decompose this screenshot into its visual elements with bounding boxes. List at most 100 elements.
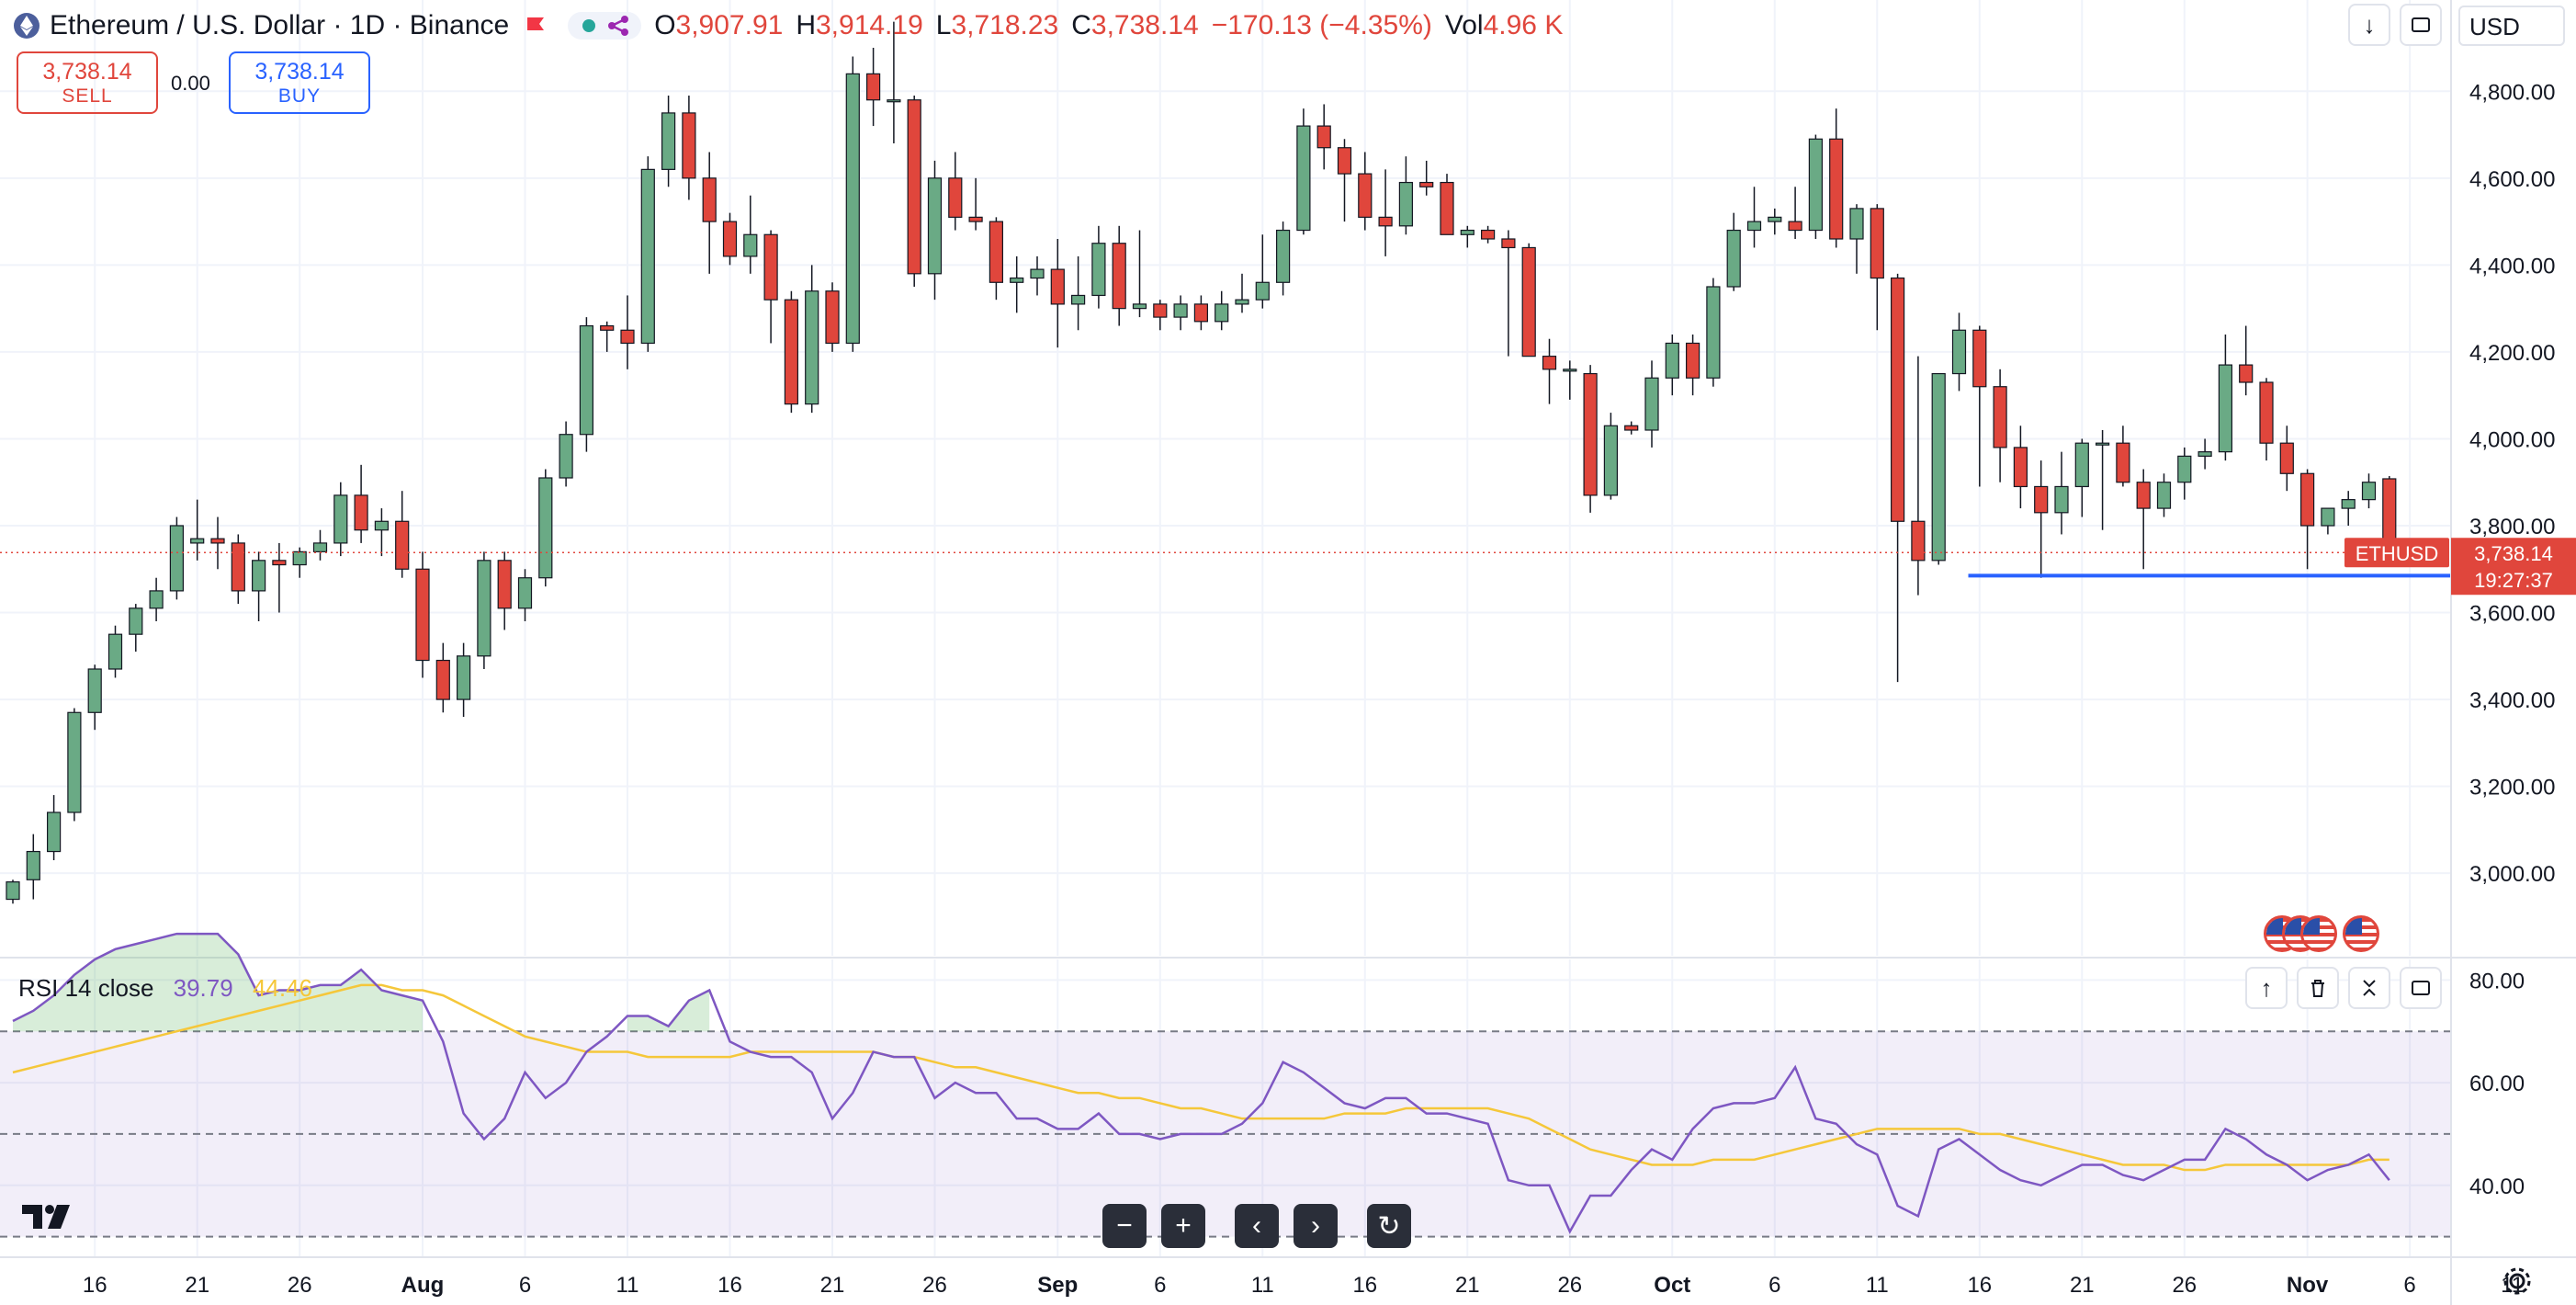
candle	[46, 811, 62, 853]
candle	[252, 560, 266, 592]
scroll-right-button[interactable]: ›	[1294, 1204, 1338, 1248]
candle	[620, 329, 635, 345]
pane-delete-button[interactable]	[2297, 967, 2339, 1009]
us-flag-icon[interactable]	[2343, 915, 2379, 952]
rsi-axis-label: 60.00	[2469, 1072, 2525, 1096]
currency-value: USD	[2469, 13, 2520, 40]
candle	[600, 324, 615, 331]
candle	[333, 494, 348, 544]
pane-collapse-button[interactable]	[2348, 967, 2390, 1009]
candle	[887, 99, 901, 103]
arrow-down-button[interactable]: ↓	[2348, 4, 2390, 46]
candle	[1153, 303, 1168, 318]
time-axis-label: 21	[2070, 1273, 2095, 1298]
rsi-legend[interactable]: RSI 14 close 39.79 44.46	[18, 974, 312, 1003]
tradingview-logo[interactable]	[22, 1198, 77, 1240]
candle	[702, 177, 717, 222]
pane-maximize-button[interactable]	[2400, 967, 2442, 1009]
candle	[395, 520, 410, 570]
fullscreen-icon	[2412, 17, 2430, 32]
candle	[1829, 138, 1844, 240]
symbol-price-tag	[2344, 538, 2449, 568]
candle	[272, 560, 287, 566]
time-axis-label: Nov	[2287, 1273, 2329, 1298]
candle	[149, 590, 164, 609]
candle	[129, 607, 143, 635]
candle	[845, 73, 860, 345]
maximize-icon	[2412, 981, 2430, 995]
settings-button[interactable]	[2501, 1265, 2534, 1298]
candle	[538, 477, 553, 579]
pane-up-button[interactable]: ↑	[2245, 967, 2288, 1009]
zoom-in-button[interactable]: +	[1161, 1204, 1205, 1248]
indicators-badge[interactable]	[568, 12, 642, 40]
candle	[1583, 372, 1598, 496]
symbol-price-tag-label: ETHUSD	[2356, 542, 2438, 565]
plus-icon: +	[1175, 1210, 1192, 1241]
candle	[1235, 299, 1249, 305]
candle	[1358, 173, 1373, 218]
price-axis-label: 4,400.00	[2469, 254, 2555, 278]
candle	[2034, 485, 2049, 514]
price-axis-label: 3,800.00	[2469, 515, 2555, 539]
minus-icon: −	[1116, 1210, 1133, 1241]
candle	[1070, 294, 1086, 305]
candle	[1870, 208, 1884, 279]
candle	[763, 233, 778, 301]
reset-chart-button[interactable]: ↻	[1367, 1204, 1411, 1248]
candle	[2136, 482, 2151, 509]
candle	[1480, 229, 1496, 240]
arrow-up-icon: ↑	[2260, 973, 2273, 1002]
candle	[1398, 181, 1414, 227]
share-icon[interactable]	[606, 14, 630, 38]
eye-icon[interactable]	[579, 16, 599, 36]
candle	[1993, 386, 2007, 448]
candle	[1501, 238, 1516, 249]
time-axis-label: 21	[1455, 1273, 1480, 1298]
candle	[2156, 482, 2172, 509]
candle	[2218, 364, 2232, 453]
time-axis-label: 26	[922, 1273, 947, 1298]
candle	[231, 542, 245, 592]
candle	[1746, 221, 1762, 232]
price-axis-label: 4,800.00	[2469, 80, 2555, 105]
high-label: H	[796, 10, 816, 40]
candle	[1911, 520, 1926, 562]
symbol-title[interactable]: Ethereum / U.S. Dollar · 1D · Binance	[50, 10, 510, 40]
candle	[1726, 229, 1741, 288]
sell-button[interactable]: 3,738.14 SELL	[17, 51, 158, 114]
time-axis-label: 26	[2172, 1273, 2197, 1298]
candle	[1542, 356, 1557, 370]
price-axis-label: 3,000.00	[2469, 862, 2555, 887]
time-axis-label: 21	[185, 1273, 209, 1298]
scroll-left-button[interactable]: ‹	[1235, 1204, 1279, 1248]
time-axis-label: Sep	[1037, 1273, 1078, 1298]
fullscreen-button[interactable]	[2400, 4, 2442, 46]
candle	[169, 525, 184, 592]
us-flag-icon[interactable]	[2300, 915, 2337, 952]
price-axis-label: 4,200.00	[2469, 341, 2555, 366]
rsi-line	[12, 932, 2390, 1234]
trash-icon	[2311, 980, 2324, 997]
candle	[1050, 268, 1065, 305]
candle	[1972, 329, 1987, 388]
buy-button[interactable]: 3,738.14 BUY	[229, 51, 370, 114]
zoom-out-button[interactable]: −	[1102, 1204, 1147, 1248]
candle	[457, 655, 471, 700]
candle	[2177, 455, 2192, 483]
currency-select[interactable]: USD	[2458, 6, 2565, 46]
sell-label: SELL	[62, 85, 113, 107]
candle	[1255, 281, 1270, 301]
flag-icon[interactable]	[522, 12, 549, 40]
low-value: 3,718.23	[951, 10, 1059, 40]
buy-label: BUY	[277, 85, 322, 107]
time-axis-label: 6	[1154, 1273, 1166, 1298]
candle	[1685, 342, 1700, 379]
candle	[2239, 364, 2254, 383]
vol-value: 4.96 K	[1483, 10, 1564, 40]
candle	[87, 668, 102, 713]
candle	[640, 168, 655, 345]
candle	[1010, 277, 1024, 283]
low-label: L	[935, 10, 952, 40]
